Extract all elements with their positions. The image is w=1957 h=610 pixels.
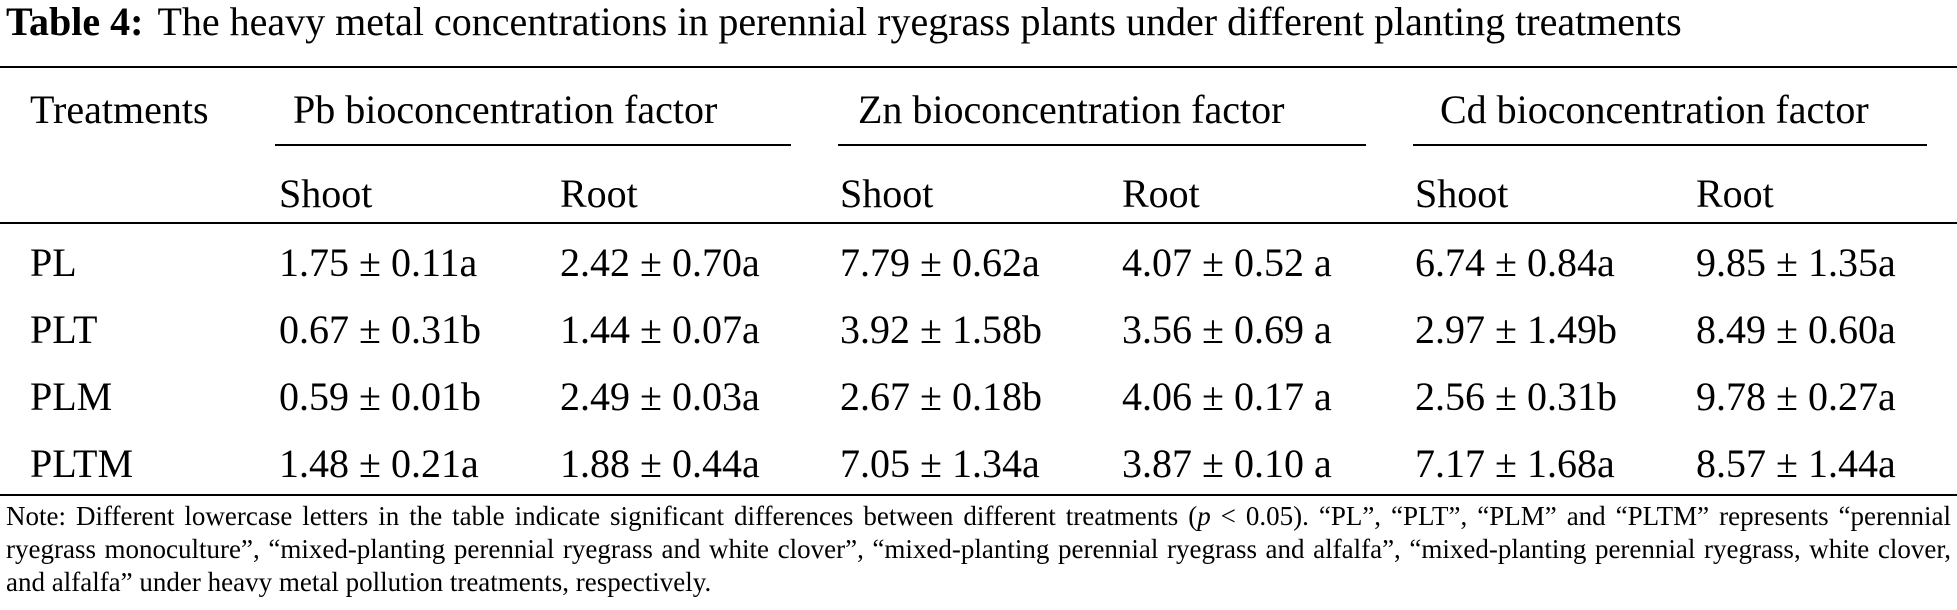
- row-header-treatments: Treatments: [30, 87, 209, 132]
- header-bottom-rule: [0, 222, 1957, 224]
- table-top-rule: [0, 66, 1957, 68]
- table-cell: 4.07 ± 0.52 a: [1122, 240, 1332, 285]
- subheader-pb-root: Root: [560, 171, 638, 216]
- table-cell: 1.48 ± 0.21a: [279, 441, 479, 486]
- group-rule-zn: [838, 144, 1366, 146]
- table-cell: 2.56 ± 0.31b: [1415, 374, 1617, 419]
- table-title: The heavy metal concentrations in perenn…: [157, 0, 1682, 44]
- group-header-zn: Zn bioconcentration factor: [858, 87, 1285, 132]
- table-caption: Table 4: The heavy metal concentrations i…: [6, 0, 1682, 44]
- table-cell: 0.59 ± 0.01b: [279, 374, 481, 419]
- table-cell: 2.42 ± 0.70a: [560, 240, 760, 285]
- table-cell: 8.49 ± 0.60a: [1696, 307, 1896, 352]
- group-rule-pb: [275, 144, 791, 146]
- table-cell: 7.05 ± 1.34a: [840, 441, 1040, 486]
- table-cell: 7.79 ± 0.62a: [840, 240, 1040, 285]
- table-cell: 3.87 ± 0.10 a: [1122, 441, 1332, 486]
- subheader-zn-shoot: Shoot: [840, 171, 934, 216]
- table-cell: 2.97 ± 1.49b: [1415, 307, 1617, 352]
- table-note: Note: Different lowercase letters in the…: [6, 500, 1951, 599]
- note-p-symbol: p: [1197, 501, 1211, 531]
- row-treatment: PL: [30, 240, 77, 285]
- table-cell: 2.67 ± 0.18b: [840, 374, 1042, 419]
- table-cell: 9.85 ± 1.35a: [1696, 240, 1896, 285]
- subheader-cd-shoot: Shoot: [1415, 171, 1509, 216]
- table-cell: 9.78 ± 0.27a: [1696, 374, 1896, 419]
- subheader-zn-root: Root: [1122, 171, 1200, 216]
- table-bottom-rule: [0, 494, 1957, 496]
- subheader-cd-root: Root: [1696, 171, 1774, 216]
- row-treatment: PLT: [30, 307, 98, 352]
- table-cell: 2.49 ± 0.03a: [560, 374, 760, 419]
- row-treatment: PLM: [30, 374, 113, 419]
- subheader-pb-shoot: Shoot: [279, 171, 373, 216]
- table-cell: 3.56 ± 0.69 a: [1122, 307, 1332, 352]
- note-text-start: Note: Different lowercase letters in the…: [6, 501, 1198, 531]
- table-cell: 7.17 ± 1.68a: [1415, 441, 1615, 486]
- group-header-pb: Pb bioconcentration factor: [293, 87, 718, 132]
- note-text-end: < 0.05). “PL”, “PLT”, “PLM” and “PLTM” r…: [6, 501, 1951, 597]
- table-cell: 1.75 ± 0.11a: [279, 240, 478, 285]
- table-cell: 1.44 ± 0.07a: [560, 307, 760, 352]
- table-label: Table 4:: [6, 0, 144, 44]
- table-cell: 0.67 ± 0.31b: [279, 307, 481, 352]
- table-cell: 8.57 ± 1.44a: [1696, 441, 1896, 486]
- table-cell: 3.92 ± 1.58b: [840, 307, 1042, 352]
- group-rule-cd: [1413, 144, 1927, 146]
- group-header-cd: Cd bioconcentration factor: [1440, 87, 1869, 132]
- table-cell: 6.74 ± 0.84a: [1415, 240, 1615, 285]
- table-cell: 1.88 ± 0.44a: [560, 441, 760, 486]
- row-treatment: PLTM: [30, 441, 134, 486]
- table-cell: 4.06 ± 0.17 a: [1122, 374, 1332, 419]
